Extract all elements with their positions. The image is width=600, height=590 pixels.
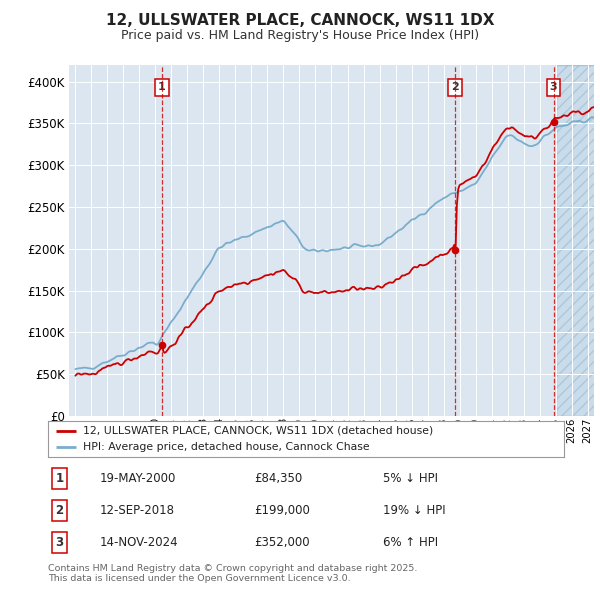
Text: 12-SEP-2018: 12-SEP-2018 — [100, 504, 175, 517]
Text: 19% ↓ HPI: 19% ↓ HPI — [383, 504, 446, 517]
Text: 1: 1 — [55, 472, 64, 485]
Text: 6% ↑ HPI: 6% ↑ HPI — [383, 536, 439, 549]
Text: £352,000: £352,000 — [254, 536, 310, 549]
Text: 14-NOV-2024: 14-NOV-2024 — [100, 536, 178, 549]
Text: 12, ULLSWATER PLACE, CANNOCK, WS11 1DX: 12, ULLSWATER PLACE, CANNOCK, WS11 1DX — [106, 13, 494, 28]
Text: 2: 2 — [451, 83, 459, 93]
Bar — [556, 65, 596, 416]
Text: 3: 3 — [55, 536, 64, 549]
Text: 5% ↓ HPI: 5% ↓ HPI — [383, 472, 439, 485]
Text: £199,000: £199,000 — [254, 504, 310, 517]
Text: HPI: Average price, detached house, Cannock Chase: HPI: Average price, detached house, Cann… — [83, 442, 370, 453]
Text: 2: 2 — [55, 504, 64, 517]
Text: Contains HM Land Registry data © Crown copyright and database right 2025.: Contains HM Land Registry data © Crown c… — [48, 564, 418, 573]
Text: 3: 3 — [550, 83, 557, 93]
Text: £84,350: £84,350 — [254, 472, 302, 485]
Text: 1: 1 — [158, 83, 166, 93]
Text: 19-MAY-2000: 19-MAY-2000 — [100, 472, 176, 485]
Text: This data is licensed under the Open Government Licence v3.0.: This data is licensed under the Open Gov… — [48, 573, 350, 583]
Text: Price paid vs. HM Land Registry's House Price Index (HPI): Price paid vs. HM Land Registry's House … — [121, 29, 479, 42]
Bar — [556, 65, 596, 416]
Text: 12, ULLSWATER PLACE, CANNOCK, WS11 1DX (detached house): 12, ULLSWATER PLACE, CANNOCK, WS11 1DX (… — [83, 425, 433, 435]
